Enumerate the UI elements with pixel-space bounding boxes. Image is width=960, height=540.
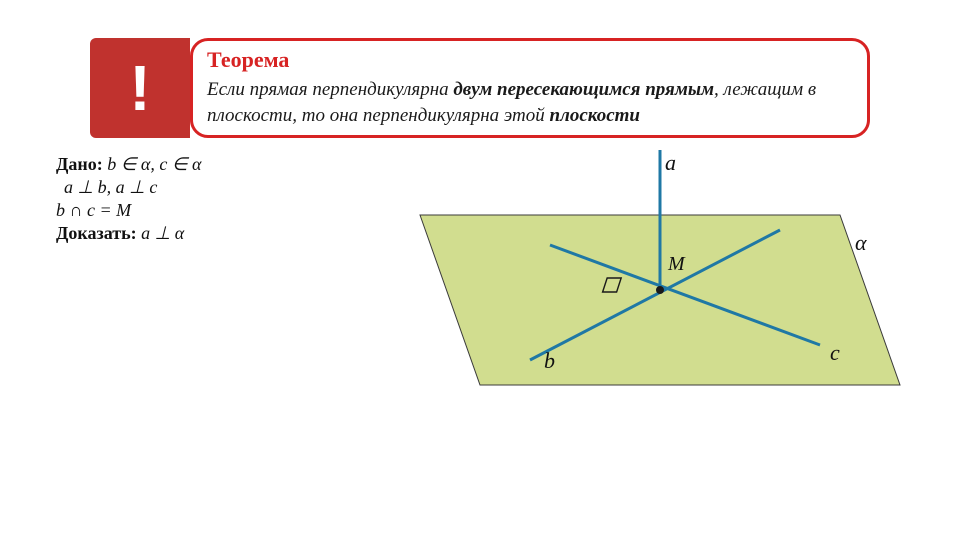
theorem-box: ! Теорема Если прямая перпендикулярна дв… xyxy=(90,38,870,138)
given-text-1: b ∈ α, c ∈ α xyxy=(103,154,202,174)
diagram xyxy=(400,140,940,440)
given-line-1: Дано: b ∈ α, c ∈ α xyxy=(56,154,202,175)
exclamation-badge: ! xyxy=(90,38,190,138)
label-b: b xyxy=(544,348,555,374)
slide-root: { "theorem": { "badge_text": "!", "title… xyxy=(0,0,960,540)
theorem-text-bold2: плоскости xyxy=(550,105,640,126)
diagram-svg xyxy=(400,140,940,440)
label-c: c xyxy=(830,340,840,366)
theorem-title: Теорема xyxy=(207,47,853,73)
label-alpha: α xyxy=(855,230,867,256)
theorem-text: Если прямая перпендикулярна двум пересек… xyxy=(207,77,853,128)
prove-line: Доказать: a ⊥ α xyxy=(56,223,202,244)
theorem-text-pre: Если прямая перпендикулярна xyxy=(207,79,453,100)
prove-label: Доказать: xyxy=(56,223,137,243)
point-m xyxy=(656,286,664,294)
theorem-content: Теорема Если прямая перпендикулярна двум… xyxy=(190,38,870,138)
given-block: Дано: b ∈ α, c ∈ α a ⊥ b, a ⊥ c b ∩ c = … xyxy=(56,154,202,246)
prove-text: a ⊥ α xyxy=(137,223,185,243)
given-label: Дано: xyxy=(56,154,103,174)
label-a: a xyxy=(665,150,676,176)
given-line-3: b ∩ c = M xyxy=(56,200,202,221)
given-line-2: a ⊥ b, a ⊥ c xyxy=(56,177,202,198)
label-m: M xyxy=(668,253,685,276)
theorem-text-bold1: двум пересекающимся прямым xyxy=(453,79,714,100)
exclamation-icon: ! xyxy=(129,51,150,125)
